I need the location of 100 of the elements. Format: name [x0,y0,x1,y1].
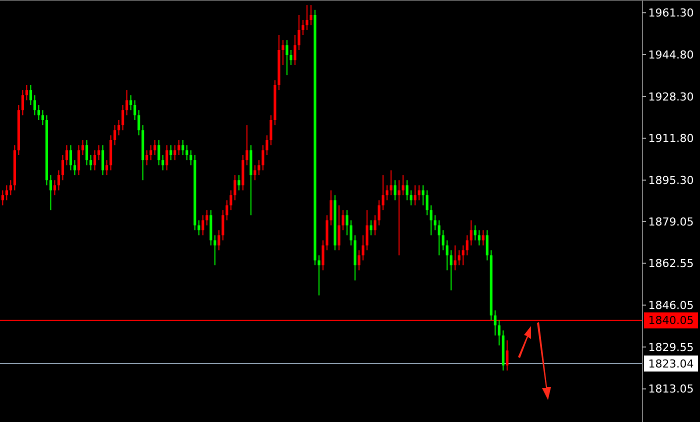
candlestick [330,190,332,226]
candlestick [366,210,368,251]
candlestick [458,250,460,266]
candlestick [41,110,44,126]
y-tick-label: 1829.55 [648,340,694,354]
ref-line-label: 1840.05 [648,314,694,328]
candlestick [254,164,256,181]
candlestick [426,190,428,216]
candlestick [5,184,8,201]
candlestick [202,214,204,236]
y-tick-label: 1961.30 [648,6,694,20]
candlestick [482,230,484,246]
candlestick [370,220,372,236]
candlestick [286,40,288,76]
candlestick [73,160,76,176]
candlestick [346,210,348,236]
candlestick [494,310,496,336]
candlestick [450,250,452,291]
candlestick [294,34,296,66]
candlestick [302,20,304,36]
candlestick [466,234,468,256]
candlestick [246,124,248,166]
candlestick [81,140,84,156]
candlestick [53,180,56,196]
candlestick [290,49,292,66]
candlestick [21,90,24,116]
candlestick [270,114,272,146]
candlestick [398,180,400,256]
candlestick [49,174,52,211]
candlestick [430,204,432,236]
candlestick [322,240,324,271]
candlestick [166,144,168,171]
candlestick [1,190,4,206]
candlestick [130,94,132,111]
candlestick [134,100,136,121]
candlestick [318,254,320,296]
candlestick [282,40,284,66]
candlestick [158,140,160,166]
candlestick [342,210,344,231]
candlestick [386,184,388,201]
candlestick [206,210,208,226]
candlestick [486,230,488,261]
candlestick [114,124,116,146]
y-tick-label: 1944.80 [648,48,694,62]
candlestick [258,160,260,176]
candlestick [438,220,440,256]
candlestick [306,4,308,30]
candlestick [394,180,396,201]
candlestick [390,170,392,196]
candlestick [222,210,224,241]
candlestick [33,94,36,116]
candlestick [498,320,500,346]
candlestick [338,204,340,251]
candlestick [474,224,476,241]
candlestick [61,154,64,181]
candlestick [162,154,164,171]
candlestick [462,244,464,266]
candlestick [37,104,40,121]
y-tick-label: 1895.30 [648,174,694,188]
candlestick [406,180,408,201]
candlestick [446,240,448,271]
candlestick [118,120,120,136]
candlestick [150,144,152,161]
candlestick [29,84,32,106]
ref-line-label: 1823.04 [648,357,694,370]
candlestick [93,150,96,171]
candlestick [418,184,420,201]
candlestick [89,154,92,171]
candlestick [65,144,68,166]
candlestick [506,340,508,371]
candlestick [122,104,124,131]
candlestick [85,140,88,166]
candlestick [214,234,216,266]
candlestick [454,244,456,271]
candlestick [101,144,104,176]
candlestick [69,144,72,171]
candlestick [126,90,128,116]
candlestick [230,190,232,211]
candlestick [182,140,184,156]
y-tick-label: 1928.30 [648,90,694,104]
y-tick-label: 1862.55 [648,257,694,270]
candlestick [218,230,220,251]
y-tick-label: 1911.80 [648,132,694,146]
candlestick [378,200,380,226]
y-tick-label: 1846.05 [648,298,694,312]
candlestick [422,184,424,206]
candlestick [414,184,416,206]
candlestick [186,144,188,161]
candlestick [190,150,192,166]
candlestick [106,160,108,176]
y-tick-label: 1879.05 [648,215,694,228]
candlestick [198,220,200,236]
candlestick [77,144,80,176]
candlestick [9,180,12,196]
candlestick [434,214,436,231]
candlestick [350,220,352,246]
candlestick [178,140,180,156]
candlestick [410,190,412,206]
y-tick-label: 1813.05 [648,382,694,396]
candlestick [170,144,172,161]
